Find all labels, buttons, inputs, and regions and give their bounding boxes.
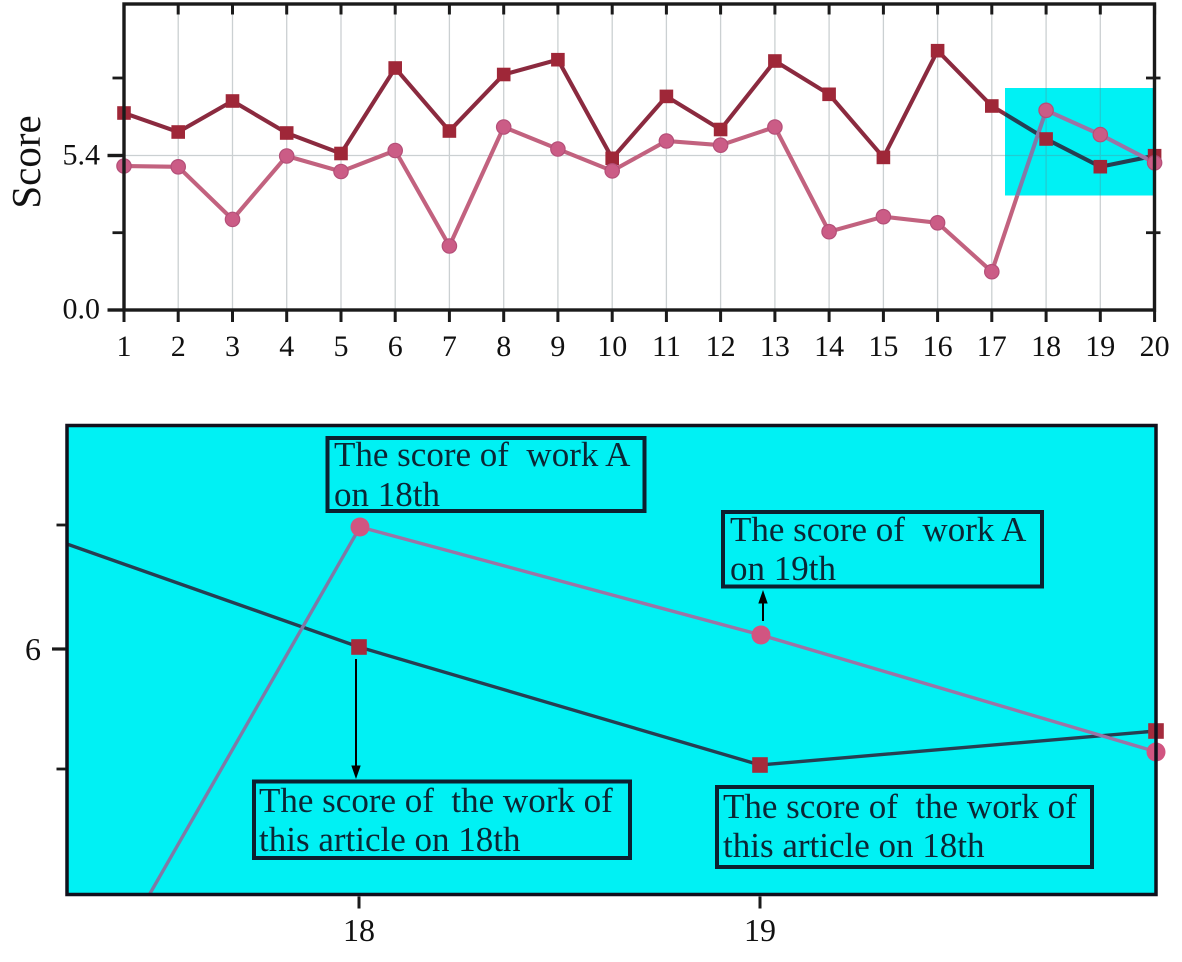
svg-text:on 18th: on 18th <box>334 475 440 514</box>
svg-text:7: 7 <box>442 330 457 363</box>
svg-text:16: 16 <box>923 330 953 363</box>
svg-text:3: 3 <box>225 330 240 363</box>
svg-text:this article on 18th: this article on 18th <box>259 820 521 859</box>
svg-text:14: 14 <box>814 330 844 363</box>
svg-text:11: 11 <box>652 330 681 363</box>
svg-text:13: 13 <box>760 330 790 363</box>
svg-text:6: 6 <box>25 631 41 667</box>
svg-text:17: 17 <box>977 330 1007 363</box>
svg-text:The score of the work of: The score of the work of <box>259 781 613 820</box>
svg-text:this article on 18th: this article on 18th <box>723 826 985 865</box>
svg-text:20: 20 <box>1140 330 1170 363</box>
svg-text:The score of the work of: The score of the work of <box>723 787 1077 826</box>
svg-text:0.0: 0.0 <box>63 293 101 326</box>
svg-text:6: 6 <box>388 330 403 363</box>
svg-text:10: 10 <box>597 330 627 363</box>
svg-text:2: 2 <box>171 330 186 363</box>
svg-text:19: 19 <box>744 912 776 948</box>
svg-text:18: 18 <box>1031 330 1061 363</box>
svg-text:1: 1 <box>117 330 132 363</box>
svg-text:4: 4 <box>279 330 294 363</box>
svg-text:15: 15 <box>868 330 898 363</box>
svg-text:5: 5 <box>334 330 349 363</box>
svg-text:Score: Score <box>3 115 49 208</box>
svg-text:The score of work A: The score of work A <box>730 510 1027 549</box>
svg-text:19: 19 <box>1085 330 1115 363</box>
svg-text:18: 18 <box>343 912 375 948</box>
svg-text:8: 8 <box>496 330 511 363</box>
svg-text:The score of work A: The score of work A <box>334 435 631 474</box>
svg-text:on 19th: on 19th <box>730 549 836 588</box>
svg-text:5.4: 5.4 <box>63 139 101 172</box>
svg-text:12: 12 <box>706 330 736 363</box>
svg-text:9: 9 <box>550 330 565 363</box>
